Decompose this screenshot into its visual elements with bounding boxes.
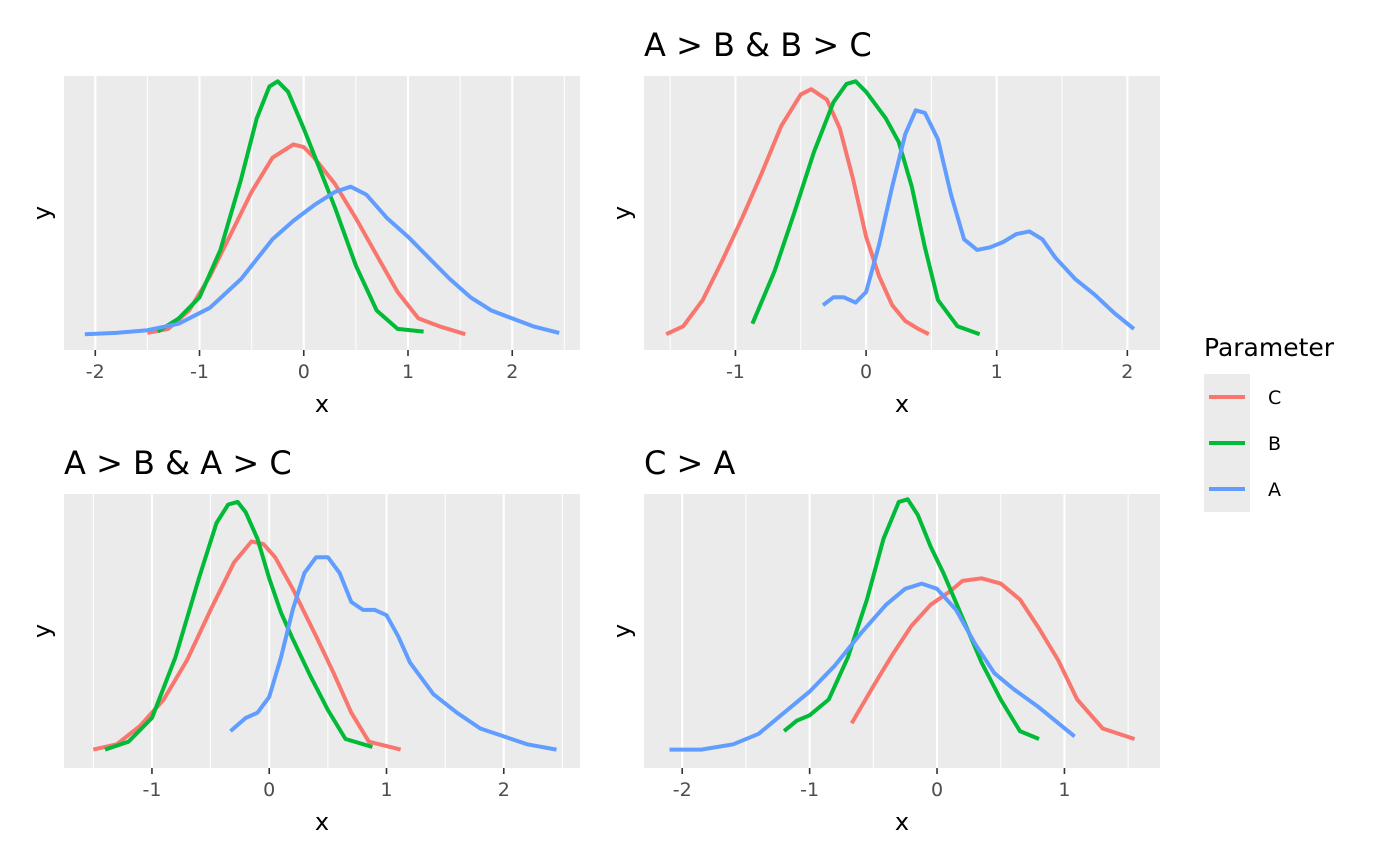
x-tick-label: 2 [506, 361, 518, 383]
y-axis-title: y [608, 624, 636, 638]
x-axis-title: x [895, 808, 909, 836]
density-curve-B [782, 497, 1040, 741]
panel-background [644, 76, 1160, 350]
legend-label: B [1268, 433, 1281, 455]
legend-entry-C: C [1204, 374, 1281, 420]
x-axis-title: x [895, 390, 909, 418]
legend-entry-A: A [1204, 466, 1281, 512]
y-axis-title: y [28, 624, 56, 638]
chart-panels: -2 -1 0 1 2 x y -1 0 1 2 x y A > B & B > C -1 0 1 2 x y A > … [28, 26, 1160, 836]
legend-keys: C B A [1204, 374, 1281, 512]
x-tick-label: 1 [991, 361, 1003, 383]
x-tick-label: 1 [380, 779, 392, 801]
density-curve-A [229, 555, 557, 752]
x-tick-label: 2 [1121, 361, 1133, 383]
panel-3: -1 0 1 2 x y A > B & A > C [28, 444, 580, 836]
panel-1: -2 -1 0 1 2 x y [28, 76, 580, 418]
panel-background [644, 494, 1160, 768]
panel-2: -1 0 1 2 x y A > B & B > C [608, 26, 1160, 418]
legend-label: A [1268, 479, 1281, 501]
x-tick-label: 0 [298, 361, 310, 383]
density-curve-A [821, 108, 1136, 331]
panel-title: C > A [644, 444, 736, 482]
density-curve-A [669, 581, 1076, 752]
density-curve-C [849, 576, 1136, 741]
density-curve-B [156, 79, 424, 334]
density-curve-B [750, 79, 981, 337]
x-axis-title: x [315, 808, 329, 836]
y-axis-title: y [28, 206, 56, 220]
x-tick-label: 2 [498, 779, 510, 801]
x-tick-label: -1 [800, 779, 819, 801]
density-curve-B [104, 499, 373, 752]
x-tick-label: -1 [142, 779, 161, 801]
density-curve-A [84, 184, 560, 337]
legend: Parameter C B A [1204, 333, 1335, 512]
x-tick-label: 0 [263, 779, 275, 801]
x-tick-label: -2 [86, 361, 105, 383]
panel-title: A > B & A > C [64, 444, 292, 482]
legend-label: C [1268, 387, 1281, 409]
panel-background [64, 76, 580, 350]
y-axis-title: y [608, 206, 636, 220]
legend-entry-B: B [1204, 420, 1281, 466]
x-tick-label: 0 [931, 779, 943, 801]
x-tick-label: 0 [860, 361, 872, 383]
legend-title: Parameter [1204, 333, 1335, 362]
x-tick-label: 1 [402, 361, 414, 383]
x-tick-label: -2 [673, 779, 692, 801]
density-curve-C [665, 87, 930, 337]
panel-title: A > B & B > C [644, 26, 872, 64]
x-tick-label: -1 [726, 361, 745, 383]
x-axis-title: x [315, 390, 329, 418]
x-tick-label: -1 [190, 361, 209, 383]
x-tick-label: 1 [1058, 779, 1070, 801]
panel-4: -2 -1 0 1 x y C > A [608, 444, 1160, 836]
